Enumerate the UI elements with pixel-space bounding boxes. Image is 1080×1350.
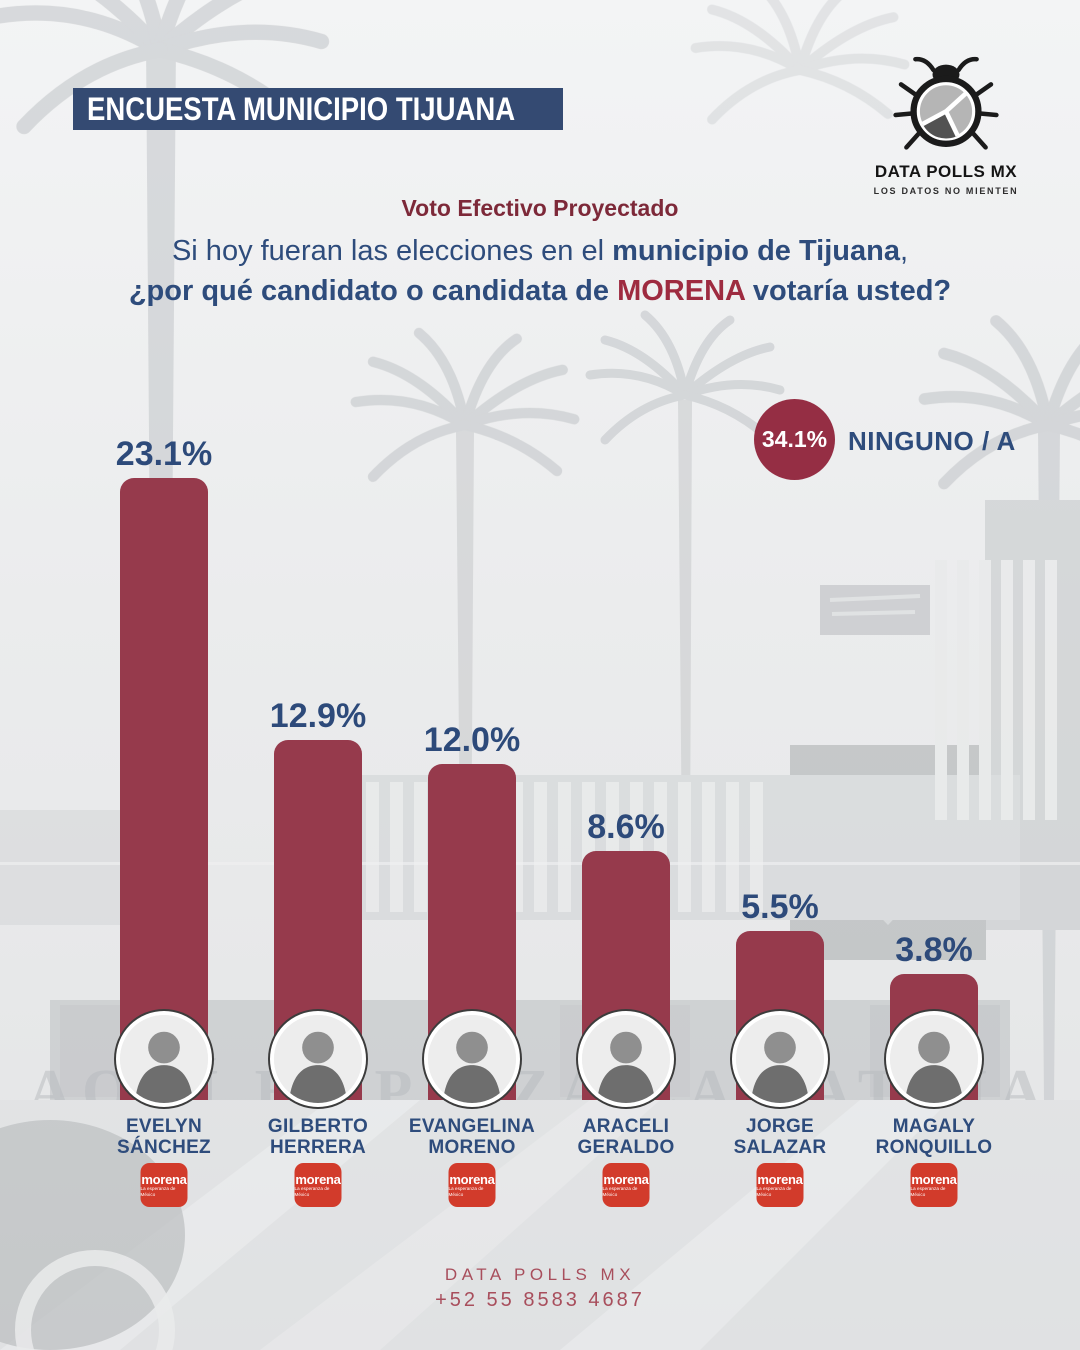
candidate-photo-gilberto-herrera [270, 1011, 366, 1107]
candidate-last-name: HERRERA [269, 1137, 367, 1158]
candidate-first-name: JORGE [745, 1116, 815, 1137]
candidate-last-name: RONQUILLO [875, 1137, 993, 1158]
candidate-photo-evelyn-sanchez [116, 1011, 212, 1107]
question-text: , [899, 235, 909, 267]
brand-name: DATA POLLS MX [874, 162, 1018, 181]
candidate-name-evelyn-sanchez: EVELYN SÁNCHEZ [76, 1116, 252, 1158]
none-badge-label: NINGUNO / A [848, 426, 1016, 456]
candidate-first-name: MAGALY [892, 1116, 976, 1137]
chart-subtitle: Voto Efectivo Proyectado [401, 195, 679, 221]
bar-value-label-gilberto-herrera: 12.9% [269, 697, 367, 735]
question-text: Si hoy fueran las elecciones en el [171, 235, 613, 267]
question-line-2: ¿por qué candidato o candidata de MORENA… [0, 275, 1080, 308]
none-badge-circle: 34.1% [754, 399, 835, 480]
morena-logo-tagline: La esperanza de México [294, 1185, 330, 1197]
candidate-last-name: SALAZAR [733, 1137, 827, 1158]
morena-logo-text: morena [449, 1171, 495, 1187]
morena-logo-tagline: La esperanza de México [140, 1185, 176, 1197]
person-silhouette-icon [274, 1015, 362, 1103]
morena-logo-tagline: La esperanza de México [756, 1185, 792, 1197]
morena-logo-tagline: La esperanza de México [448, 1185, 484, 1197]
candidate-name-gilberto-herrera: GILBERTO HERRERA [230, 1116, 406, 1158]
none-badge-value: 34.1% [761, 426, 828, 452]
bar-value-label-magaly-ronquillo: 3.8% [895, 931, 973, 969]
bar-evelyn-sanchez [120, 478, 208, 1100]
morena-logo-text: morena [911, 1171, 957, 1187]
footer-phone: +52 55 8583 4687 [435, 1289, 645, 1311]
bar-value-label-araceli-geraldo: 8.6% [587, 808, 665, 846]
morena-logo-text: morena [603, 1171, 649, 1187]
person-silhouette-icon [582, 1015, 670, 1103]
candidate-name-jorge-salazar: JORGE SALAZAR [692, 1116, 868, 1158]
candidate-photo-jorge-salazar [732, 1011, 828, 1107]
morena-logo-text: morena [141, 1171, 187, 1187]
candidate-last-name: GERALDO [577, 1137, 675, 1158]
person-silhouette-icon [890, 1015, 978, 1103]
brand-logo: DATA POLLS MX LOS DATOS NO MIENTEN [858, 52, 1034, 196]
candidate-last-name: SÁNCHEZ [117, 1137, 211, 1158]
morena-logo-tagline: La esperanza de México [910, 1185, 946, 1197]
candidate-first-name: GILBERTO [267, 1116, 369, 1137]
morena-logo-tagline: La esperanza de México [602, 1185, 638, 1197]
morena-party-logo: morena La esperanza de México [910, 1163, 958, 1207]
morena-party-logo: morena La esperanza de México [140, 1163, 188, 1207]
bar-value-label-evangelina-moreno: 12.0% [423, 721, 521, 759]
candidate-photo-magaly-ronquillo [886, 1011, 982, 1107]
morena-logo-text: morena [757, 1171, 803, 1187]
bar-value-label-evelyn-sanchez: 23.1% [115, 435, 213, 473]
beetle-pie-chart-icon [893, 56, 999, 150]
candidate-first-name: EVANGELINA [408, 1116, 536, 1137]
question-line-1: Si hoy fueran las elecciones en el munic… [0, 235, 1080, 268]
candidate-name-araceli-geraldo: ARACELI GERALDO [538, 1116, 714, 1158]
candidate-photo-araceli-geraldo [578, 1011, 674, 1107]
candidate-photo-evangelina-moreno [424, 1011, 520, 1107]
candidate-name-magaly-ronquillo: MAGALY RONQUILLO [846, 1116, 1022, 1158]
question-highlight: MORENA [617, 275, 745, 307]
morena-logo-text: morena [295, 1171, 341, 1187]
candidate-last-name: MORENO [428, 1137, 516, 1158]
morena-party-logo: morena La esperanza de México [448, 1163, 496, 1207]
footer: DATA POLLS MX +52 55 8583 4687 [0, 1265, 1080, 1312]
candidate-first-name: EVELYN [125, 1116, 203, 1137]
candidate-name-evangelina-moreno: EVANGELINA MORENO [384, 1116, 560, 1158]
question-text: municipio de Tijuana [612, 235, 900, 267]
title-banner: ENCUESTA MUNICIPIO TIJUANA [73, 88, 563, 130]
morena-party-logo: morena La esperanza de México [294, 1163, 342, 1207]
question-text: votaría usted? [744, 275, 952, 307]
person-silhouette-icon [736, 1015, 824, 1103]
person-silhouette-icon [120, 1015, 208, 1103]
morena-party-logo: morena La esperanza de México [756, 1163, 804, 1207]
candidate-first-name: ARACELI [582, 1116, 670, 1137]
brand-tagline: LOS DATOS NO MIENTEN [873, 186, 1019, 196]
footer-brand: DATA POLLS MX [444, 1265, 636, 1284]
morena-party-logo: morena La esperanza de México [602, 1163, 650, 1207]
person-silhouette-icon [428, 1015, 516, 1103]
bar-value-label-jorge-salazar: 5.5% [741, 888, 819, 926]
title-banner-text: ENCUESTA MUNICIPIO TIJUANA [87, 90, 516, 127]
question-text: ¿por qué candidato o candidata de [128, 275, 618, 307]
